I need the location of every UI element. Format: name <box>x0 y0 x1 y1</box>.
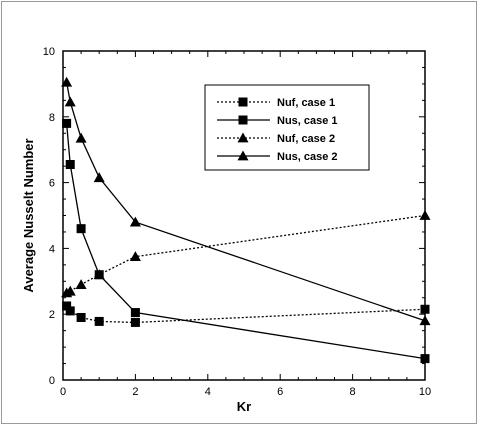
data-point <box>420 304 430 314</box>
data-point <box>129 251 141 262</box>
data-point <box>62 118 72 128</box>
series-line <box>65 123 426 360</box>
series-3 <box>61 210 431 298</box>
data-point <box>129 216 141 227</box>
legend-label: Nus, case 1 <box>277 115 338 127</box>
legend: Nuf, case 1 Nus, case 1 Nuf, case 2 Nus, ca… <box>204 84 370 171</box>
data-point <box>130 317 140 327</box>
legend-item: Nuf, case 1 <box>217 97 335 109</box>
data-point <box>75 132 87 143</box>
x-axis-label: Kr <box>237 399 251 414</box>
legend-item: Nus, case 1 <box>217 115 338 127</box>
legend-label: Nuf, case 2 <box>277 133 335 145</box>
x-tick-label: 8 <box>350 386 356 398</box>
legend-label: Nuf, case 1 <box>277 97 335 109</box>
legend-marker <box>237 150 249 161</box>
data-point <box>93 269 105 280</box>
y-tick-label: 4 <box>49 243 55 255</box>
data-point <box>65 160 75 170</box>
data-point <box>64 285 76 296</box>
legend-marker <box>238 115 248 125</box>
data-point <box>419 315 431 326</box>
axes: 0 2 4 6 8 10 0 2 4 6 8 10 <box>43 46 431 398</box>
y-tick-label: 10 <box>43 46 55 58</box>
series-line <box>66 305 426 324</box>
series-1 <box>62 301 430 327</box>
x-tick-label: 10 <box>419 386 431 398</box>
data-point <box>75 279 87 289</box>
series-layer <box>61 76 431 364</box>
series-line <box>66 214 426 294</box>
y-tick-label: 2 <box>49 309 55 321</box>
data-point <box>130 308 140 318</box>
data-point <box>61 76 73 87</box>
y-tick-label: 0 <box>49 375 55 387</box>
legend-label: Nus, case 2 <box>277 151 338 163</box>
x-tick-label: 4 <box>205 386 211 398</box>
y-axis-label: Average Nusselt Number <box>21 138 36 292</box>
data-point <box>419 210 431 220</box>
legend-item: Nuf, case 2 <box>217 132 335 145</box>
data-point <box>65 306 75 316</box>
series-4 <box>61 76 431 326</box>
x-tick-label: 2 <box>132 386 138 398</box>
legend-marker <box>237 132 249 143</box>
y-tick-label: 6 <box>49 178 55 190</box>
data-point <box>93 172 105 183</box>
x-tick-label: 0 <box>60 386 66 398</box>
data-point <box>94 316 104 326</box>
data-point <box>76 312 86 322</box>
data-point <box>62 301 72 311</box>
legend-marker <box>238 97 248 107</box>
data-point <box>76 224 86 234</box>
data-point <box>64 96 76 107</box>
x-tick-label: 6 <box>277 386 283 398</box>
legend-item: Nus, case 2 <box>217 150 338 163</box>
data-point <box>420 354 430 364</box>
y-tick-label: 8 <box>49 112 55 124</box>
